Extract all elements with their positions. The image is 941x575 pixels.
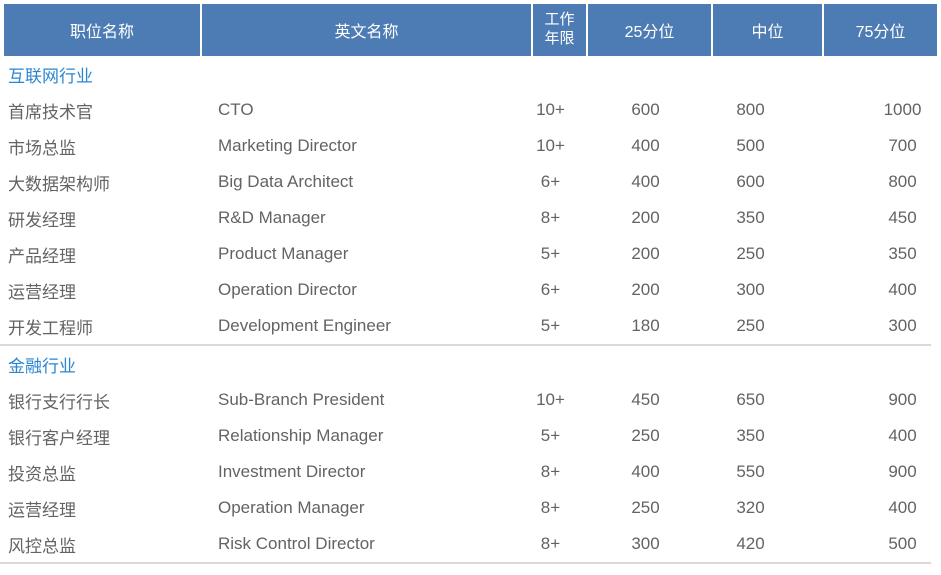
section-title: 互联网行业 xyxy=(8,66,93,86)
cell-median: 250 xyxy=(736,244,765,263)
header-cell-position: 职位名称 xyxy=(4,4,202,56)
cell-p25: 600 xyxy=(631,100,660,119)
cell-years: 8+ xyxy=(540,498,561,517)
header-cell-english: 英文名称 xyxy=(202,4,533,56)
cell-p75: 800 xyxy=(888,172,917,191)
cell-median: 300 xyxy=(736,280,765,299)
section-divider xyxy=(0,344,931,346)
cell-p75: 900 xyxy=(888,390,917,409)
cell-english: Big Data Architect xyxy=(218,172,354,191)
cell-english: Sub-Branch President xyxy=(218,390,385,409)
table-row: 风控总监 Risk Control Director 8+ 300 420 500 xyxy=(0,526,941,562)
cell-median: 600 xyxy=(736,172,765,191)
table-row: 投资总监 Investment Director 8+ 400 550 900 xyxy=(0,454,941,490)
cell-position: 银行支行行长 xyxy=(8,392,110,412)
table-row: 产品经理 Product Manager 5+ 200 250 350 xyxy=(0,236,941,272)
cell-p75: 400 xyxy=(888,426,917,445)
cell-p75: 300 xyxy=(888,316,917,335)
cell-p75: 400 xyxy=(888,280,917,299)
cell-p75: 900 xyxy=(888,462,917,481)
cell-median: 350 xyxy=(736,208,765,227)
cell-english: Operation Manager xyxy=(218,498,365,517)
cell-median: 250 xyxy=(736,316,765,335)
table-body: 互联网行业首席技术官 CTO 10+ 600 800 1000 市场总监 Marketing … xyxy=(0,56,941,564)
cell-p25: 450 xyxy=(631,390,660,409)
cell-p75: 450 xyxy=(888,208,917,227)
cell-p25: 400 xyxy=(631,136,660,155)
cell-english: Risk Control Director xyxy=(218,534,375,553)
cell-p75: 700 xyxy=(888,136,917,155)
cell-p75: 1000 xyxy=(883,100,922,119)
cell-median: 500 xyxy=(736,136,765,155)
cell-position: 投资总监 xyxy=(8,464,76,484)
cell-position: 运营经理 xyxy=(8,282,76,302)
cell-english: R&D Manager xyxy=(218,208,326,227)
cell-p25: 250 xyxy=(631,498,660,517)
cell-years: 10+ xyxy=(536,390,565,409)
cell-p25: 200 xyxy=(631,244,660,263)
table-row: 运营经理 Operation Manager 8+ 250 320 400 xyxy=(0,490,941,526)
cell-english: Investment Director xyxy=(218,462,366,481)
cell-years: 8+ xyxy=(540,462,561,481)
cell-position: 产品经理 xyxy=(8,246,76,266)
cell-p75: 350 xyxy=(888,244,917,263)
cell-p25: 180 xyxy=(631,316,660,335)
cell-years: 5+ xyxy=(540,426,561,445)
section-divider xyxy=(0,562,931,564)
table-row: 银行客户经理 Relationship Manager 5+ 250 350 400 xyxy=(0,418,941,454)
header-cell-median: 中位 xyxy=(713,4,824,56)
cell-english: Operation Director xyxy=(218,280,357,299)
table-row: 运营经理 Operation Director 6+ 200 300 400 xyxy=(0,272,941,308)
cell-english: Marketing Director xyxy=(218,136,357,155)
cell-position: 风控总监 xyxy=(8,536,76,556)
cell-position: 运营经理 xyxy=(8,500,76,520)
cell-years: 5+ xyxy=(540,244,561,263)
cell-english: CTO xyxy=(218,100,254,119)
cell-years: 10+ xyxy=(536,100,565,119)
header-cell-p25: 25分位 xyxy=(588,4,713,56)
header-cell-p75: 75分位 xyxy=(855,24,906,41)
cell-years: 8+ xyxy=(540,208,561,227)
cell-position: 市场总监 xyxy=(8,138,76,158)
cell-position: 银行客户经理 xyxy=(8,428,110,448)
table-row: 银行支行行长 Sub-Branch President 10+ 450 650 900 xyxy=(0,382,941,418)
cell-years: 5+ xyxy=(540,316,561,335)
cell-english: Development Engineer xyxy=(218,316,391,335)
cell-p25: 300 xyxy=(631,534,660,553)
section-title: 金融行业 xyxy=(8,356,76,376)
cell-p25: 200 xyxy=(631,208,660,227)
cell-median: 420 xyxy=(736,534,765,553)
cell-p25: 400 xyxy=(631,172,660,191)
cell-median: 320 xyxy=(736,498,765,517)
table-row: 研发经理 R&D Manager 8+ 200 350 450 xyxy=(0,200,941,236)
cell-position: 大数据架构师 xyxy=(8,174,110,194)
cell-years: 8+ xyxy=(540,534,561,553)
cell-p75: 400 xyxy=(888,498,917,517)
cell-median: 550 xyxy=(736,462,765,481)
cell-english: Product Manager xyxy=(218,244,349,263)
cell-position: 首席技术官 xyxy=(8,102,93,122)
cell-p75: 500 xyxy=(888,534,917,553)
cell-p25: 400 xyxy=(631,462,660,481)
header-cell-years: 工作 年限 xyxy=(533,4,588,56)
table-row: 开发工程师 Development Engineer 5+ 180 250 300 xyxy=(0,308,941,344)
table-row: 首席技术官 CTO 10+ 600 800 1000 xyxy=(0,92,941,128)
cell-median: 800 xyxy=(736,100,765,119)
table-row: 大数据架构师 Big Data Architect 6+ 400 600 800 xyxy=(0,164,941,200)
table-row: 市场总监 Marketing Director 10+ 400 500 700 xyxy=(0,128,941,164)
cell-years: 6+ xyxy=(540,280,561,299)
cell-english: Relationship Manager xyxy=(218,426,384,445)
cell-p25: 250 xyxy=(631,426,660,445)
cell-years: 6+ xyxy=(540,172,561,191)
table-header-row: 职位名称 英文名称 工作 年限 25分位 中位 75分位 xyxy=(4,4,937,56)
cell-years: 10+ xyxy=(536,136,565,155)
cell-position: 研发经理 xyxy=(8,210,76,230)
cell-median: 650 xyxy=(736,390,765,409)
cell-p25: 200 xyxy=(631,280,660,299)
cell-median: 350 xyxy=(736,426,765,445)
cell-position: 开发工程师 xyxy=(8,318,93,338)
